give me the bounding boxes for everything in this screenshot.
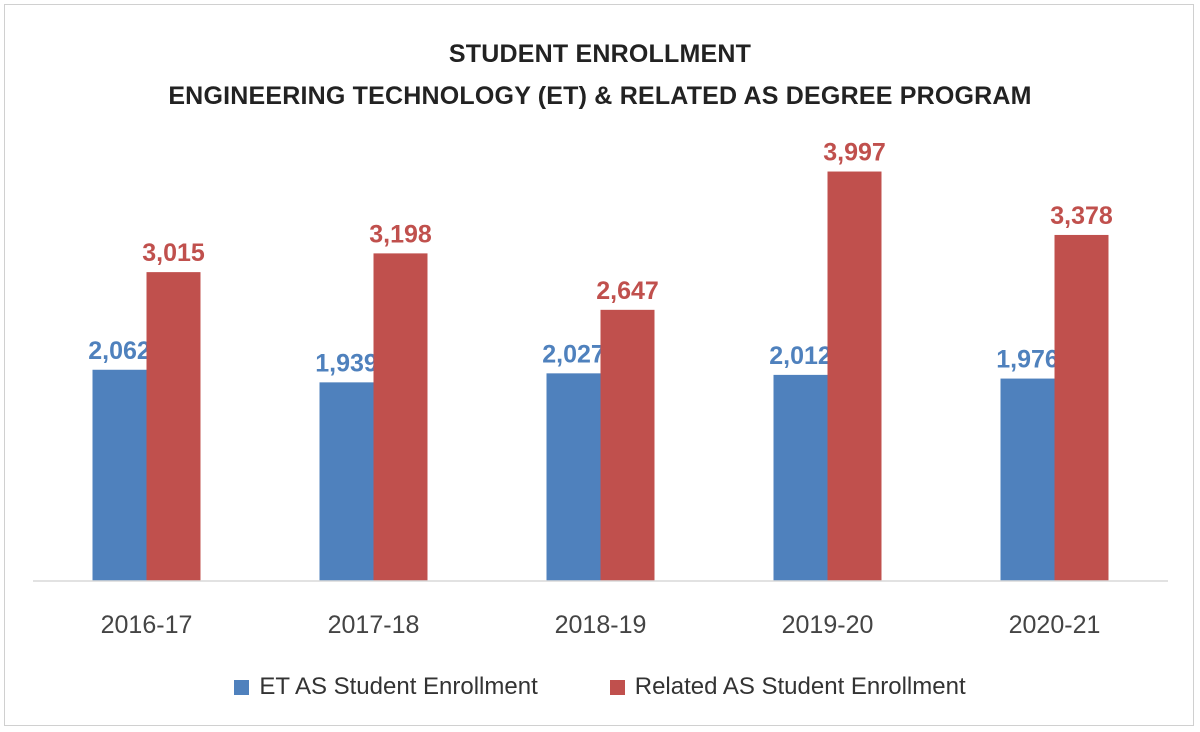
legend-item-related: Related AS Student Enrollment bbox=[609, 673, 966, 701]
bar-et-2016-17 bbox=[92, 369, 147, 581]
bar-related-2020-21 bbox=[1054, 234, 1109, 581]
x-tick-label-2017-18: 2017-18 bbox=[328, 611, 420, 639]
data-label-related-2019-20: 3,997 bbox=[823, 139, 886, 167]
bar-et-2019-20 bbox=[773, 374, 828, 581]
legend-swatch-related bbox=[609, 679, 625, 695]
data-label-related-2020-21: 3,378 bbox=[1050, 202, 1113, 230]
bar-related-2018-19 bbox=[600, 309, 655, 581]
data-label-et-2017-18: 1,939 bbox=[315, 349, 378, 377]
data-label-et-2018-19: 2,027 bbox=[542, 340, 605, 368]
legend-item-et: ET AS Student Enrollment bbox=[234, 673, 538, 701]
data-label-related-2017-18: 3,198 bbox=[369, 220, 432, 248]
legend-label-related: Related AS Student Enrollment bbox=[634, 673, 966, 700]
x-tick-label-2019-20: 2019-20 bbox=[782, 611, 874, 639]
data-label-et-2019-20: 2,012 bbox=[769, 342, 832, 370]
bar-et-2020-21 bbox=[1000, 378, 1055, 581]
bar-related-2019-20 bbox=[827, 171, 882, 582]
data-label-et-2020-21: 1,976 bbox=[996, 346, 1059, 374]
chart-title: STUDENT ENROLLMENT bbox=[448, 40, 752, 68]
chart-frame bbox=[4, 4, 1194, 726]
data-label-related-2018-19: 2,647 bbox=[596, 277, 659, 305]
x-tick-label-2018-19: 2018-19 bbox=[555, 611, 647, 639]
bar-related-2016-17 bbox=[146, 272, 201, 581]
chart-subtitle: ENGINEERING TECHNOLOGY (ET) & RELATED AS… bbox=[168, 82, 1032, 110]
x-tick-label-2016-17: 2016-17 bbox=[101, 611, 193, 639]
legend-swatch-et bbox=[234, 679, 250, 695]
legend-label-et: ET AS Student Enrollment bbox=[259, 673, 538, 700]
bar-et-2018-19 bbox=[546, 373, 601, 581]
data-label-related-2016-17: 3,015 bbox=[142, 239, 205, 267]
bar-related-2017-18 bbox=[373, 253, 428, 581]
chart-legend: ET AS Student Enrollment Related AS Stud… bbox=[0, 673, 1200, 701]
data-label-et-2016-17: 2,062 bbox=[88, 337, 151, 365]
bar-et-2017-18 bbox=[319, 382, 374, 581]
x-tick-label-2020-21: 2020-21 bbox=[1009, 611, 1101, 639]
